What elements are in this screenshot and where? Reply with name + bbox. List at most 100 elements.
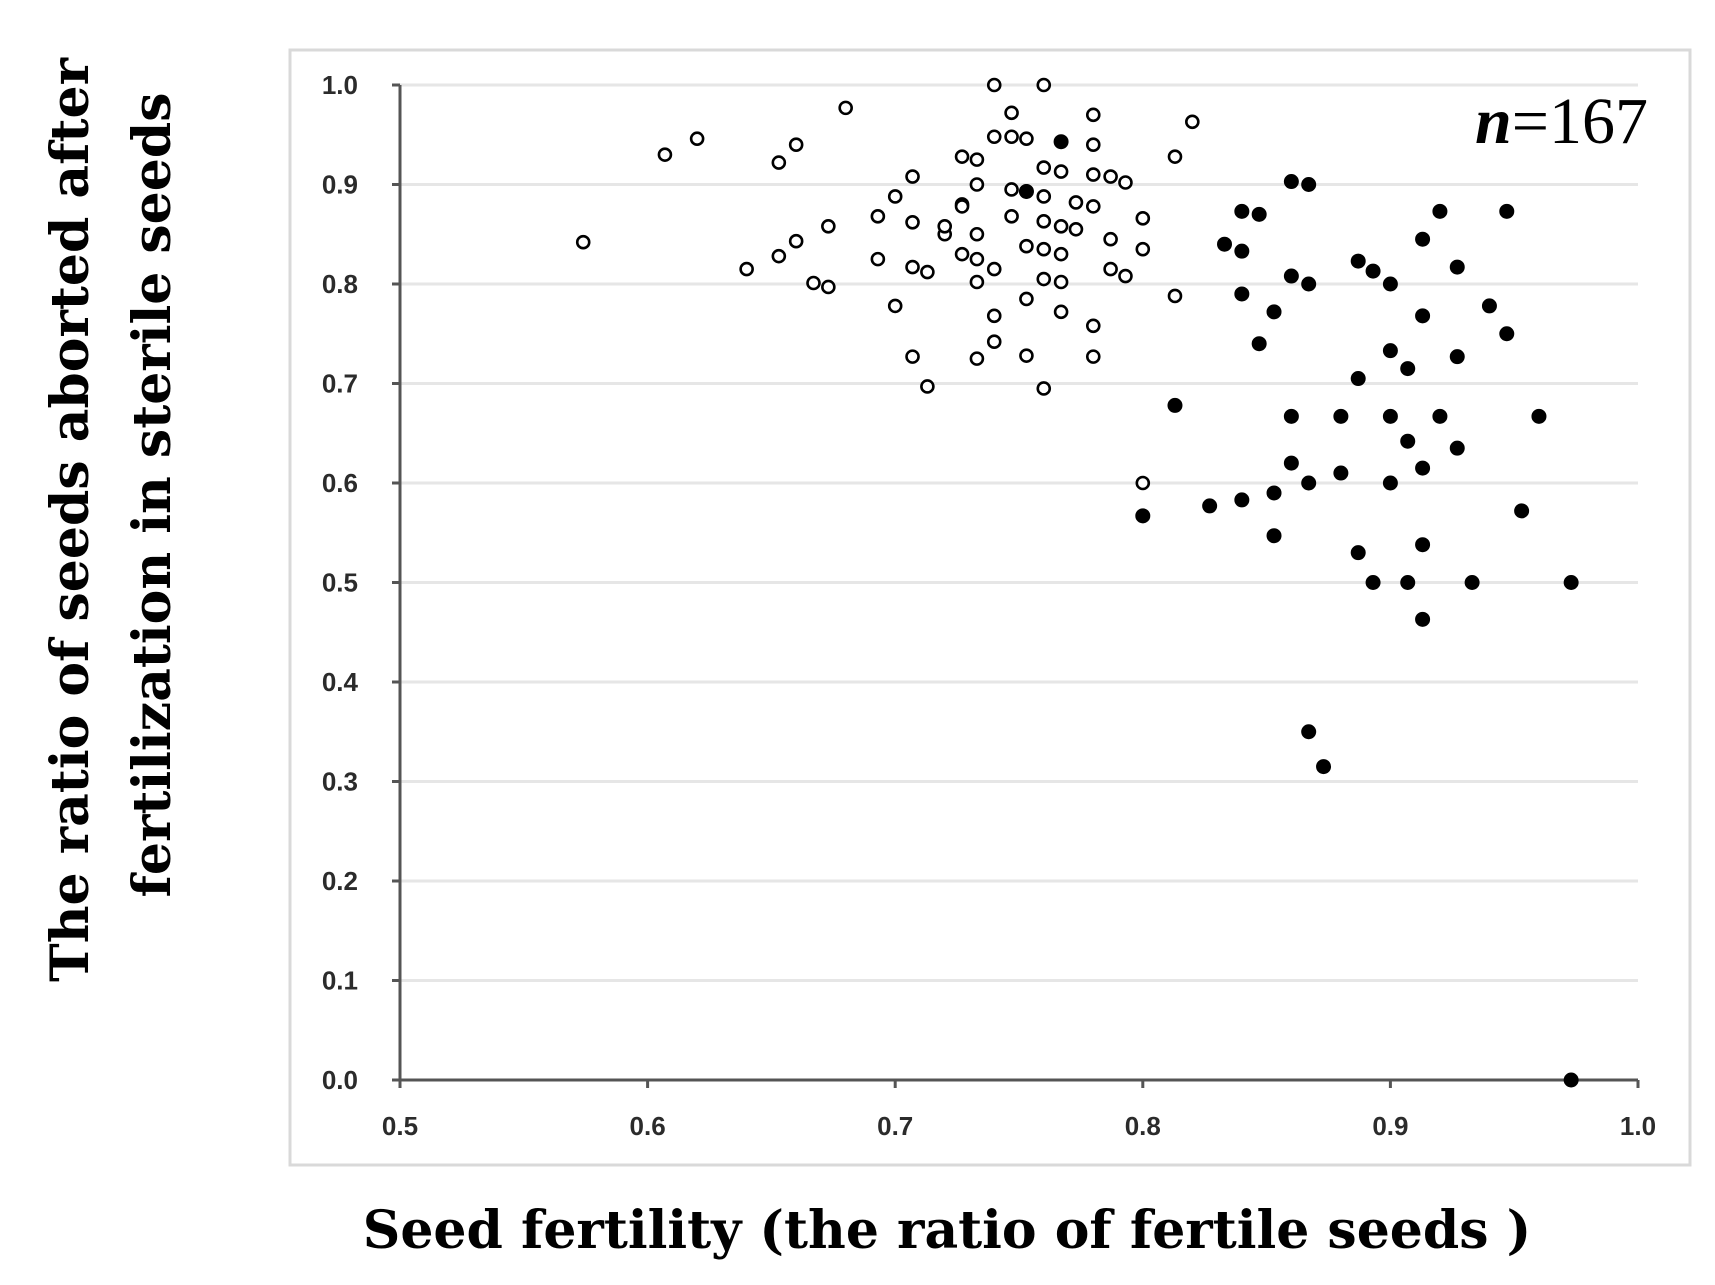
open-data-point xyxy=(1085,137,1101,152)
open-data-point xyxy=(788,233,804,249)
y-tick-label: 0.6 xyxy=(322,468,358,498)
open-data-point xyxy=(1068,221,1084,237)
open-data-point xyxy=(1135,475,1151,491)
filled-data-point xyxy=(1350,545,1366,561)
open-data-point xyxy=(1053,164,1069,179)
filled-data-point xyxy=(1432,203,1448,219)
open-data-point xyxy=(1085,167,1101,182)
open-data-point xyxy=(905,215,920,230)
open-data-point xyxy=(1004,129,1019,145)
filled-data-point xyxy=(1400,361,1416,377)
filled-data-point xyxy=(1251,336,1267,352)
open-data-point xyxy=(1036,241,1052,257)
x-tick-label: 1.0 xyxy=(1620,1111,1656,1141)
filled-data-point xyxy=(1382,475,1398,491)
open-data-point xyxy=(870,209,886,224)
open-data-point xyxy=(969,152,985,167)
filled-data-point xyxy=(1400,575,1416,590)
x-tick-label: 0.9 xyxy=(1372,1111,1408,1141)
y-tick-label: 0.1 xyxy=(322,966,358,996)
open-data-point xyxy=(905,169,920,184)
open-data-point xyxy=(1053,274,1069,290)
open-data-point xyxy=(1004,182,1019,197)
filled-data-point xyxy=(1301,724,1317,740)
grid-lines xyxy=(400,83,1638,982)
filled-data-point xyxy=(1350,253,1366,269)
open-data-point xyxy=(954,199,970,214)
y-tick-label: 0.8 xyxy=(322,269,358,299)
filled-data-point xyxy=(1053,134,1069,150)
open-data-point xyxy=(905,349,920,364)
open-data-point xyxy=(788,137,804,152)
open-data-point xyxy=(986,308,1002,324)
open-data-point xyxy=(689,131,705,147)
open-data-point xyxy=(821,218,836,234)
y-tick-label: 1.0 xyxy=(322,70,358,100)
filled-data-point xyxy=(1350,371,1366,387)
open-data-point xyxy=(1135,241,1151,257)
filled-data-point xyxy=(1499,203,1515,219)
filled-data-point xyxy=(1382,343,1398,359)
filled-data-point xyxy=(1234,203,1250,219)
open-data-point xyxy=(969,351,985,366)
open-data-point xyxy=(1118,175,1133,190)
annotation-italic: n xyxy=(1475,85,1512,158)
open-data-point xyxy=(1103,261,1118,277)
x-tick-label: 0.6 xyxy=(630,1111,666,1141)
open-data-point xyxy=(969,274,985,290)
filled-data-point xyxy=(1167,397,1183,413)
open-data-point xyxy=(1053,304,1069,320)
filled-data-point xyxy=(1382,276,1398,292)
open-data-point xyxy=(870,251,886,267)
y-axis-title: The ratio of seeds aborted after fertili… xyxy=(40,57,183,982)
open-data-point xyxy=(1036,271,1052,287)
y-tick-label: 0.0 xyxy=(322,1065,358,1095)
open-data-point xyxy=(1085,349,1101,364)
filled-data-point xyxy=(1415,308,1431,324)
open-data-point xyxy=(905,259,920,275)
x-tick-label: 0.5 xyxy=(382,1111,418,1141)
x-tick-label: 0.8 xyxy=(1125,1111,1161,1141)
open-data-point xyxy=(969,251,985,267)
y-axis-title-line-2: fertilization in sterile seeds xyxy=(122,93,183,898)
y-tick-label: 0.3 xyxy=(322,767,358,797)
filled-data-point xyxy=(1333,465,1349,481)
open-data-point xyxy=(986,77,1002,93)
filled-data-point xyxy=(1283,408,1299,424)
filled-data-point xyxy=(1234,243,1250,259)
filled-data-point xyxy=(1449,349,1465,365)
open-data-point xyxy=(1053,246,1069,262)
open-data-point xyxy=(1019,238,1034,254)
filled-data-point xyxy=(1301,177,1317,192)
open-data-point xyxy=(1085,318,1101,334)
open-data-point xyxy=(838,100,853,116)
sample-size-annotation: n=167 xyxy=(1475,85,1648,158)
open-data-point xyxy=(986,129,1002,145)
filled-data-point xyxy=(1217,236,1233,252)
filled-data-point xyxy=(1283,174,1299,190)
open-data-point xyxy=(1019,348,1034,363)
x-tick-labels: 0.5 0.6 0.7 0.8 0.9 1.0 xyxy=(382,1111,1656,1141)
filled-data-point xyxy=(1234,492,1250,508)
open-data-point xyxy=(1085,199,1101,214)
open-data-point xyxy=(1068,195,1084,210)
open-data-point xyxy=(739,261,754,277)
filled-data-point xyxy=(1266,304,1282,320)
filled-data-point xyxy=(1415,611,1431,627)
filled-data-point xyxy=(1563,1072,1579,1088)
filled-data-point xyxy=(1234,286,1250,302)
y-tick-labels: 0.0 0.1 0.2 0.3 0.4 0.5 0.6 0.7 0.8 0.9 1.0 xyxy=(322,70,359,1095)
filled-data-point xyxy=(1464,575,1480,590)
open-data-point xyxy=(1053,218,1069,234)
open-data-point xyxy=(1036,189,1052,204)
filled-data-point xyxy=(1449,259,1465,275)
open-data-point xyxy=(887,189,903,204)
open-data-point xyxy=(771,248,787,264)
filled-data-point xyxy=(1432,408,1448,424)
filled-data-point xyxy=(1301,475,1317,491)
open-data-point xyxy=(771,155,787,170)
open-data-point xyxy=(1167,288,1183,304)
filled-data-point xyxy=(1135,508,1151,524)
filled-data-point xyxy=(1563,575,1579,590)
